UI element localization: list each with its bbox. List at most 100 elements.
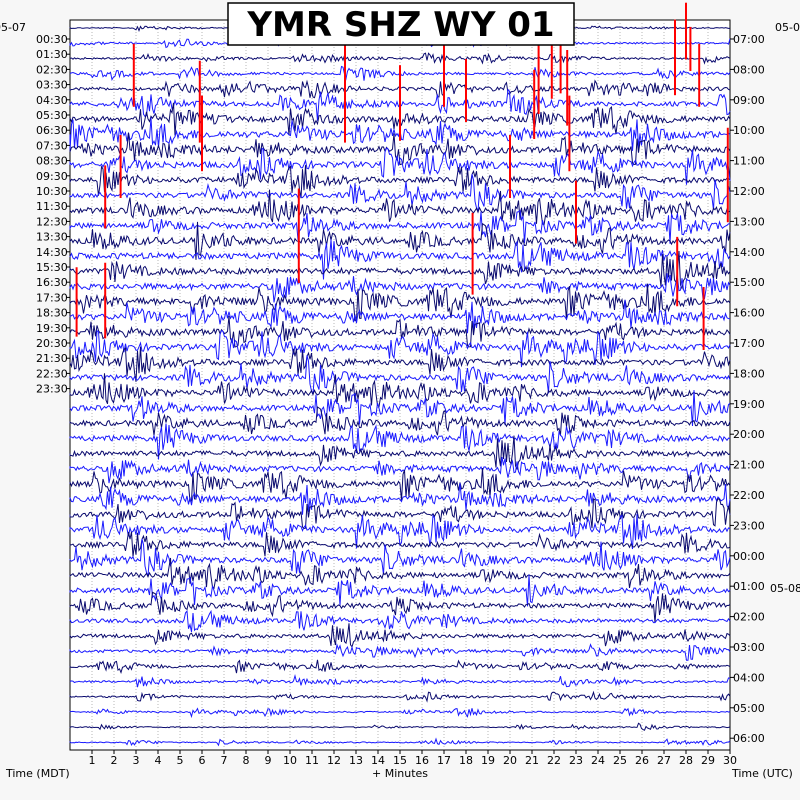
seismic-trace (69, 513, 731, 550)
left-time-label: 21:30 (36, 352, 68, 365)
x-tick-label: 15 (393, 754, 407, 767)
right-time-label: 04:00 (733, 671, 765, 684)
seismic-traces (69, 23, 731, 747)
left-time-label: 09:30 (36, 170, 68, 183)
right-time-label: 07:00 (733, 33, 765, 46)
x-tick-label: 8 (243, 754, 250, 767)
right-time-label: 08:00 (733, 63, 765, 76)
left-time-label: 23:30 (36, 383, 68, 396)
right-time-label: 23:00 (733, 519, 765, 532)
right-time-label: 15:00 (733, 276, 765, 289)
seismic-trace (69, 483, 731, 515)
seismic-trace (69, 659, 731, 675)
x-axis-label: + Minutes (372, 767, 428, 780)
x-tick-label: 13 (349, 754, 363, 767)
x-tick-label: 14 (371, 754, 385, 767)
seismic-trace (69, 467, 731, 502)
seismic-trace (69, 557, 731, 590)
left-time-label: 10:30 (36, 185, 68, 198)
seismic-trace (69, 609, 731, 633)
seismic-trace (69, 174, 731, 212)
seismic-trace (69, 707, 731, 719)
chart-title: YMR SHZ WY 01 (246, 5, 554, 45)
seismic-trace (69, 456, 731, 484)
x-tick-label: 19 (481, 754, 495, 767)
seismic-trace (69, 574, 731, 607)
x-tick-label: 26 (635, 754, 649, 767)
right-time-label: 03:00 (733, 641, 765, 654)
seismic-trace (69, 221, 731, 260)
tick-labels: 1 2 3 4 5 6 7 8 9 10 11 12 13 14 15 16 17 18 19 20 21 22 23 24 2… (36, 33, 765, 767)
left-time-label: 04:30 (36, 94, 68, 107)
x-tick-label: 9 (265, 754, 272, 767)
right-time-label: 17:00 (733, 337, 765, 350)
seismic-trace (69, 283, 731, 322)
seismic-trace (69, 250, 731, 290)
right-time-label: 12:00 (733, 185, 765, 198)
x-tick-label: 27 (657, 754, 671, 767)
right-time-label: 00:00 (733, 550, 765, 563)
seismic-trace (69, 674, 731, 688)
left-time-label: 12:30 (36, 215, 68, 228)
seismic-trace (69, 623, 731, 648)
seismic-trace (69, 643, 731, 661)
seismic-trace (69, 538, 731, 577)
seismic-trace (69, 355, 731, 395)
plot-frame (69, 19, 731, 751)
seismic-trace (69, 390, 731, 427)
right-time-label: 09:00 (733, 94, 765, 107)
right-time-label: 14:00 (733, 246, 765, 259)
right-time-label: 21:00 (733, 459, 765, 472)
x-tick-label: 30 (723, 754, 737, 767)
right-date-label: 05-08 (775, 21, 800, 34)
seismic-trace (69, 52, 731, 65)
right-time-label: 02:00 (733, 611, 765, 624)
x-tick-label: 12 (327, 754, 341, 767)
left-axis-label: Time (MDT) (5, 767, 70, 780)
left-time-label: 22:30 (36, 367, 68, 380)
seismic-trace (69, 239, 731, 280)
left-time-label: 18:30 (36, 307, 68, 320)
seismic-trace (69, 209, 731, 244)
tick-marks (66, 38, 734, 754)
seismic-trace (69, 498, 731, 530)
left-time-label: 05:30 (36, 109, 68, 122)
seismic-trace (69, 315, 731, 348)
x-tick-label: 5 (177, 754, 184, 767)
x-tick-label: 16 (415, 754, 429, 767)
seismic-trace (69, 273, 731, 303)
left-time-label: 13:30 (36, 231, 68, 244)
left-time-label: 01:30 (36, 48, 68, 61)
x-tick-label: 1 (89, 754, 96, 767)
left-time-label: 07:30 (36, 139, 68, 152)
right-time-label: 11:00 (733, 155, 765, 168)
x-tick-label: 21 (525, 754, 539, 767)
x-tick-label: 28 (679, 754, 693, 767)
x-tick-label: 22 (547, 754, 561, 767)
seismic-trace (69, 531, 731, 557)
seismic-trace (69, 690, 731, 703)
right-axis-label: Time (UTC) (731, 767, 793, 780)
left-time-label: 20:30 (36, 337, 68, 350)
right-time-label: 06:00 (733, 732, 765, 745)
x-tick-label: 29 (701, 754, 715, 767)
x-tick-label: 10 (283, 754, 297, 767)
seismic-trace (69, 722, 731, 731)
seismic-trace (69, 373, 731, 408)
x-tick-label: 7 (221, 754, 228, 767)
seismic-trace (69, 591, 731, 623)
x-tick-label: 24 (591, 754, 605, 767)
seismic-trace (69, 423, 731, 460)
left-time-label: 00:30 (36, 33, 68, 46)
right-time-label: 19:00 (733, 398, 765, 411)
seismic-trace (69, 329, 731, 368)
left-time-label: 14:30 (36, 246, 68, 259)
title-box (227, 2, 575, 46)
seismic-trace (69, 406, 731, 436)
x-tick-label: 11 (305, 754, 319, 767)
x-tick-label: 3 (133, 754, 140, 767)
left-time-label: 16:30 (36, 276, 68, 289)
left-time-label: 08:30 (36, 155, 68, 168)
x-tick-label: 4 (155, 754, 162, 767)
